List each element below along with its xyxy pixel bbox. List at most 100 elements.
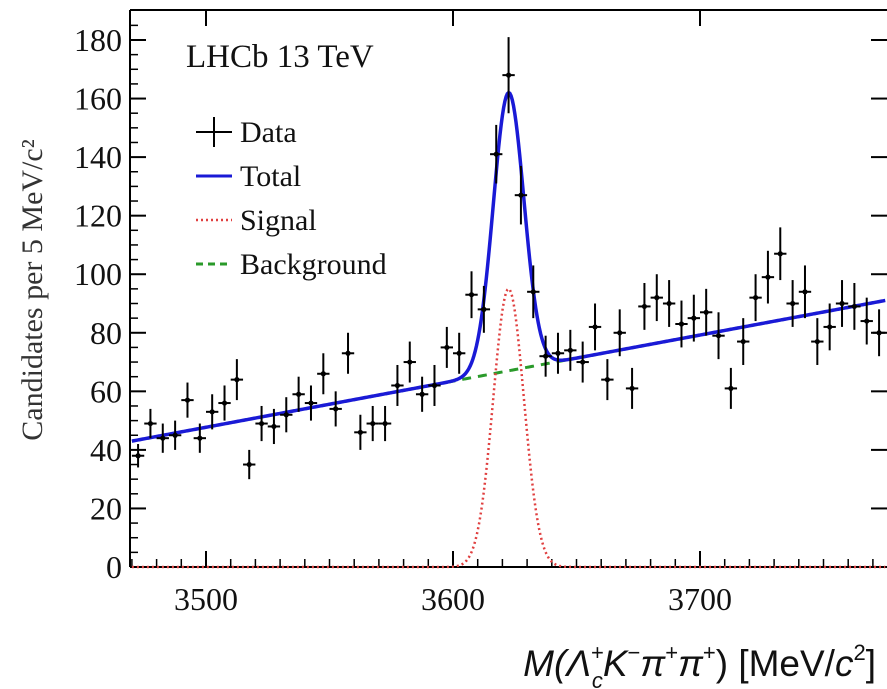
data-point	[737, 318, 750, 365]
data-point	[749, 274, 762, 322]
data-marker	[839, 300, 845, 307]
data-marker	[629, 385, 635, 392]
legend-item-data: Data	[196, 116, 297, 149]
data-point	[453, 332, 466, 374]
data-point	[144, 408, 157, 439]
data-marker	[641, 303, 648, 310]
data-marker	[345, 350, 351, 356]
data-point	[675, 300, 688, 348]
y-tick-label: 120	[74, 198, 122, 234]
data-point	[712, 312, 725, 360]
legend-item-background: Background	[196, 248, 387, 281]
y-tick-label: 100	[74, 256, 122, 292]
y-tick-label: 20	[90, 490, 122, 526]
data-points	[131, 37, 886, 480]
data-marker	[234, 377, 240, 383]
data-marker	[678, 321, 685, 327]
data-marker	[481, 306, 487, 312]
data-marker	[654, 295, 660, 301]
data-marker	[814, 338, 820, 345]
data-marker	[790, 300, 796, 307]
data-point	[156, 423, 169, 453]
x-ticks: 3500 3600 3700	[131, 10, 874, 617]
x-tick-label: 3500	[174, 581, 238, 617]
data-marker	[691, 315, 697, 321]
data-point	[502, 37, 515, 114]
data-point	[428, 364, 441, 406]
data-point	[168, 420, 182, 450]
data-point	[811, 318, 824, 365]
legend: Data Total Signal Background	[196, 116, 387, 281]
data-marker	[456, 350, 462, 356]
data-point	[403, 341, 416, 383]
data-marker	[468, 292, 475, 298]
legend-item-total: Total	[196, 160, 301, 193]
chart-title: LHCb 13 TeV	[186, 39, 374, 75]
data-point	[181, 382, 194, 418]
data-point	[230, 359, 244, 401]
data-marker	[592, 324, 598, 330]
x-tick-label: 3600	[421, 581, 485, 617]
data-point	[329, 391, 342, 427]
data-point	[341, 332, 355, 374]
data-marker	[160, 435, 166, 441]
y-axis-label: Candidates per 5 MeV/c²	[16, 139, 49, 440]
data-point	[774, 227, 787, 281]
data-point	[588, 303, 602, 351]
data-marker	[802, 289, 808, 295]
data-point	[724, 367, 738, 409]
data-point	[823, 303, 836, 351]
y-tick-label: 60	[90, 373, 122, 409]
data-marker	[283, 412, 289, 418]
data-marker	[394, 382, 401, 389]
data-point	[391, 364, 404, 406]
data-point	[551, 332, 565, 374]
data-marker	[530, 289, 536, 295]
data-marker	[357, 429, 363, 435]
data-marker	[876, 330, 882, 336]
data-marker	[518, 192, 524, 198]
data-marker	[728, 385, 734, 392]
data-point	[354, 414, 367, 450]
data-marker	[135, 453, 141, 459]
x-tick-label: 3700	[668, 581, 732, 617]
data-point	[280, 397, 293, 433]
data-marker	[296, 391, 302, 397]
data-point	[131, 444, 145, 468]
data-point	[465, 271, 478, 319]
data-marker	[617, 330, 623, 336]
data-point	[378, 405, 392, 442]
data-marker	[333, 406, 339, 412]
y-tick-label: 180	[74, 22, 122, 58]
data-point	[761, 250, 775, 304]
data-point	[514, 165, 528, 225]
data-marker	[197, 435, 203, 441]
data-point	[490, 124, 503, 184]
data-point	[835, 280, 849, 327]
y-tick-label: 40	[90, 432, 122, 468]
data-marker	[580, 359, 586, 365]
data-marker	[147, 420, 154, 427]
data-marker	[703, 309, 709, 315]
data-marker	[777, 251, 783, 257]
data-point	[687, 294, 700, 342]
data-marker	[246, 461, 252, 468]
data-marker	[172, 432, 178, 438]
data-marker	[407, 359, 413, 365]
data-marker	[604, 377, 610, 383]
data-point	[564, 329, 577, 371]
y-tick-label: 80	[90, 315, 122, 351]
data-marker	[209, 409, 215, 415]
data-point	[317, 353, 330, 395]
data-point	[601, 359, 614, 401]
data-point	[477, 285, 491, 333]
legend-item-signal: Signal	[196, 204, 317, 237]
data-marker	[370, 420, 376, 427]
data-marker	[493, 151, 499, 157]
data-marker	[555, 350, 561, 356]
data-point	[415, 376, 429, 412]
data-marker	[184, 397, 191, 403]
data-point	[848, 283, 861, 330]
data-marker	[567, 347, 573, 353]
